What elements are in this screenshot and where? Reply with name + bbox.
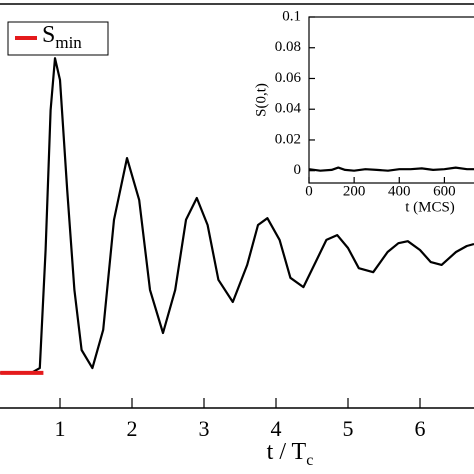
inset-y-axis-label: S(0,t) bbox=[253, 83, 269, 117]
x-tick-label: 3 bbox=[199, 416, 210, 441]
y-tick-label: 0.1 bbox=[282, 8, 301, 24]
x-tick-label: 400 bbox=[388, 183, 411, 199]
x-tick-label: 600 bbox=[433, 183, 456, 199]
x-tick-label: 0 bbox=[305, 183, 313, 199]
x-tick-label: 5 bbox=[343, 416, 354, 441]
inset-x-axis-label: t (MCS) bbox=[405, 199, 455, 215]
y-tick-label: 0.02 bbox=[275, 131, 301, 147]
inset-frame bbox=[308, 16, 474, 184]
y-tick-label: 0 bbox=[294, 162, 302, 178]
y-tick-label: 0.08 bbox=[275, 39, 301, 55]
x-tick-label: 6 bbox=[415, 416, 426, 441]
legend-label: Smin bbox=[42, 22, 82, 52]
x-axis-label-subscript: c bbox=[306, 452, 313, 469]
legend-label-main: S bbox=[42, 22, 55, 48]
x-tick-label: 4 bbox=[271, 416, 282, 441]
x-tick-label: 2 bbox=[127, 416, 138, 441]
legend-label-subscript: min bbox=[55, 33, 82, 52]
x-axis-label-main: t / T bbox=[267, 439, 307, 465]
data-line bbox=[0, 57, 474, 374]
x-tick-label: 200 bbox=[343, 183, 366, 199]
y-tick-label: 0.06 bbox=[275, 70, 302, 86]
x-axis-label: t / Tc bbox=[267, 439, 314, 469]
y-tick-label: 0.04 bbox=[275, 101, 302, 117]
x-tick-label: 1 bbox=[55, 416, 66, 441]
data-line bbox=[309, 166, 474, 172]
